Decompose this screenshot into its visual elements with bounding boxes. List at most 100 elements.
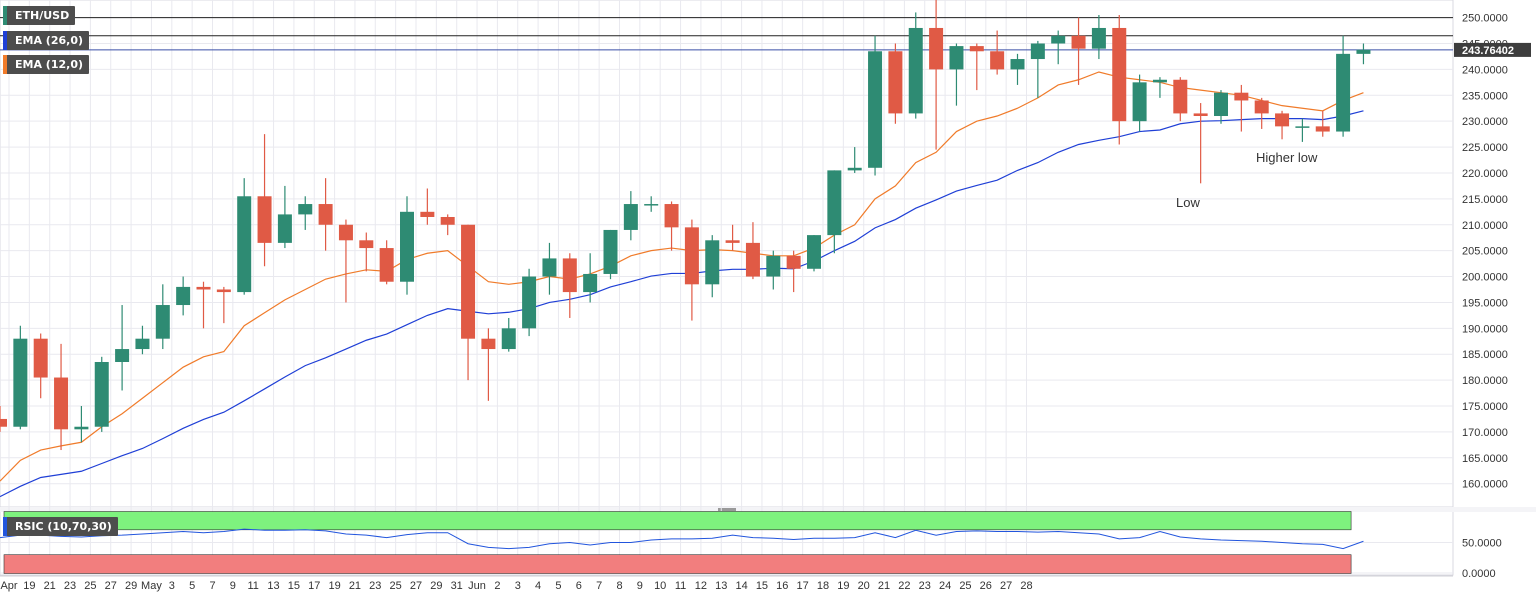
candle-body	[705, 240, 720, 285]
candle[interactable]	[807, 235, 821, 272]
price-tick-label: 215.0000	[1462, 194, 1508, 206]
candle[interactable]	[1112, 15, 1127, 145]
candle[interactable]	[868, 35, 883, 176]
candle[interactable]	[522, 268, 537, 337]
candle-body	[115, 349, 130, 362]
candle[interactable]	[135, 325, 150, 355]
candle[interactable]	[176, 276, 191, 316]
candle[interactable]	[827, 170, 842, 254]
time-tick-label: 27	[410, 580, 422, 592]
candle[interactable]	[379, 240, 394, 285]
candle[interactable]	[1030, 40, 1045, 98]
candle[interactable]	[1315, 110, 1330, 137]
candle[interactable]	[237, 178, 252, 295]
time-tick-label: 17	[797, 580, 809, 592]
candle-body	[542, 258, 557, 277]
candle[interactable]	[420, 188, 435, 225]
price-tick-label: 165.0000	[1462, 453, 1508, 465]
candle[interactable]	[115, 305, 130, 391]
candle[interactable]	[705, 235, 720, 298]
legend-rsi[interactable]: RSIC (10,70,30)	[3, 517, 118, 536]
pane-resize-handle[interactable]	[718, 508, 736, 511]
candle[interactable]	[1295, 118, 1310, 142]
candle[interactable]	[0, 406, 7, 432]
pane-separator[interactable]	[0, 507, 1536, 512]
time-tick-label: 17	[308, 580, 320, 592]
candle[interactable]	[1071, 17, 1086, 85]
candle[interactable]	[338, 219, 353, 303]
candle[interactable]	[542, 242, 557, 295]
candle[interactable]	[155, 284, 170, 350]
candle[interactable]	[1051, 30, 1066, 65]
candle[interactable]	[1234, 84, 1249, 132]
candle[interactable]	[1193, 103, 1208, 184]
candle[interactable]	[745, 222, 760, 280]
legend-symbol[interactable]: ETH/USD	[3, 6, 76, 25]
time-tick-label: 7	[596, 580, 602, 592]
candle[interactable]	[461, 224, 476, 381]
candle[interactable]	[196, 281, 211, 329]
candle[interactable]	[1356, 43, 1371, 65]
candle[interactable]	[359, 232, 374, 272]
candle[interactable]	[888, 43, 903, 124]
candle[interactable]	[1091, 15, 1106, 60]
candle[interactable]	[1214, 90, 1228, 124]
candle[interactable]	[786, 250, 801, 293]
candle[interactable]	[664, 201, 679, 251]
candle-body	[237, 196, 252, 293]
price-tick-label: 190.0000	[1462, 323, 1508, 335]
candle[interactable]	[725, 224, 740, 251]
candle[interactable]	[766, 250, 781, 290]
candle[interactable]	[1254, 97, 1269, 129]
candle-body	[54, 377, 69, 430]
candle[interactable]	[908, 12, 923, 119]
candle[interactable]	[583, 253, 598, 303]
candle[interactable]	[847, 147, 862, 173]
legend-ema12[interactable]: EMA (12,0)	[3, 55, 89, 74]
legend-ema26[interactable]: EMA (26,0)	[3, 31, 89, 50]
candle[interactable]	[74, 406, 89, 443]
candle[interactable]	[13, 325, 28, 430]
candle[interactable]	[481, 328, 496, 401]
candle-body	[1193, 113, 1208, 117]
candle[interactable]	[298, 196, 313, 230]
candle[interactable]	[277, 185, 292, 249]
candle-body	[664, 204, 679, 228]
rsi-line	[0, 528, 1364, 550]
candle[interactable]	[969, 43, 984, 91]
candle[interactable]	[1275, 110, 1290, 140]
candle[interactable]	[400, 196, 414, 295]
candle[interactable]	[318, 178, 333, 251]
candle[interactable]	[990, 30, 1005, 75]
candle[interactable]	[216, 286, 231, 324]
price-tick-label: 200.0000	[1462, 272, 1508, 284]
candle[interactable]	[684, 219, 699, 321]
candle[interactable]	[623, 191, 638, 241]
candle[interactable]	[1132, 74, 1147, 132]
candle[interactable]	[257, 134, 272, 267]
candle-body	[583, 273, 598, 293]
candle[interactable]	[54, 343, 69, 451]
candle[interactable]	[929, 0, 944, 150]
time-tick-label: Apr	[0, 580, 17, 592]
candle[interactable]	[440, 214, 455, 236]
candle[interactable]	[1173, 77, 1188, 122]
candle[interactable]	[1152, 77, 1167, 98]
candle[interactable]	[562, 253, 577, 318]
candle[interactable]	[94, 356, 109, 432]
candle-body	[0, 418, 7, 427]
candle[interactable]	[1010, 53, 1025, 85]
candle[interactable]	[603, 229, 618, 280]
candle-body	[1010, 59, 1025, 70]
candle-body	[1295, 126, 1310, 128]
time-tick-label: 23	[369, 580, 381, 592]
time-tick-label: 19	[328, 580, 340, 592]
time-tick-label: 18	[817, 580, 829, 592]
price-tick-label: 210.0000	[1462, 220, 1508, 232]
candle[interactable]	[949, 43, 964, 106]
candle[interactable]	[644, 196, 659, 212]
candle[interactable]	[33, 333, 48, 399]
candle[interactable]	[1336, 35, 1351, 137]
candle[interactable]	[501, 317, 516, 352]
